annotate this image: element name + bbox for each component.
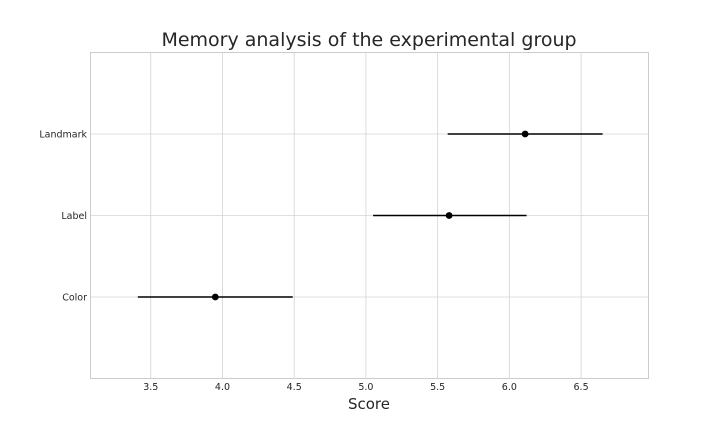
x-tick-label: 4.5 bbox=[287, 382, 302, 393]
y-tick-labels: Color Label Landmark bbox=[39, 130, 87, 304]
chart-title: Memory analysis of the experimental grou… bbox=[161, 29, 576, 51]
x-tick-label: 4.0 bbox=[215, 382, 230, 393]
y-tick-label: Landmark bbox=[39, 130, 87, 141]
data-point bbox=[445, 212, 453, 219]
y-tick-label: Color bbox=[62, 293, 87, 304]
x-tick-label: 5.5 bbox=[430, 382, 445, 393]
data-point bbox=[521, 130, 529, 138]
data-marks bbox=[137, 130, 603, 301]
x-tick-labels: 3.5 4.0 4.5 5.0 5.5 6.0 6.5 bbox=[143, 382, 588, 393]
x-axis-label: Score bbox=[348, 395, 390, 413]
grid bbox=[90, 52, 649, 379]
x-tick-label: 6.5 bbox=[574, 382, 589, 393]
x-tick-label: 3.5 bbox=[143, 382, 158, 393]
data-point bbox=[211, 293, 219, 301]
plot-frame bbox=[90, 52, 649, 379]
y-tick-label: Label bbox=[61, 211, 87, 222]
x-tick-label: 5.0 bbox=[358, 382, 373, 393]
x-tick-label: 6.0 bbox=[502, 382, 517, 393]
